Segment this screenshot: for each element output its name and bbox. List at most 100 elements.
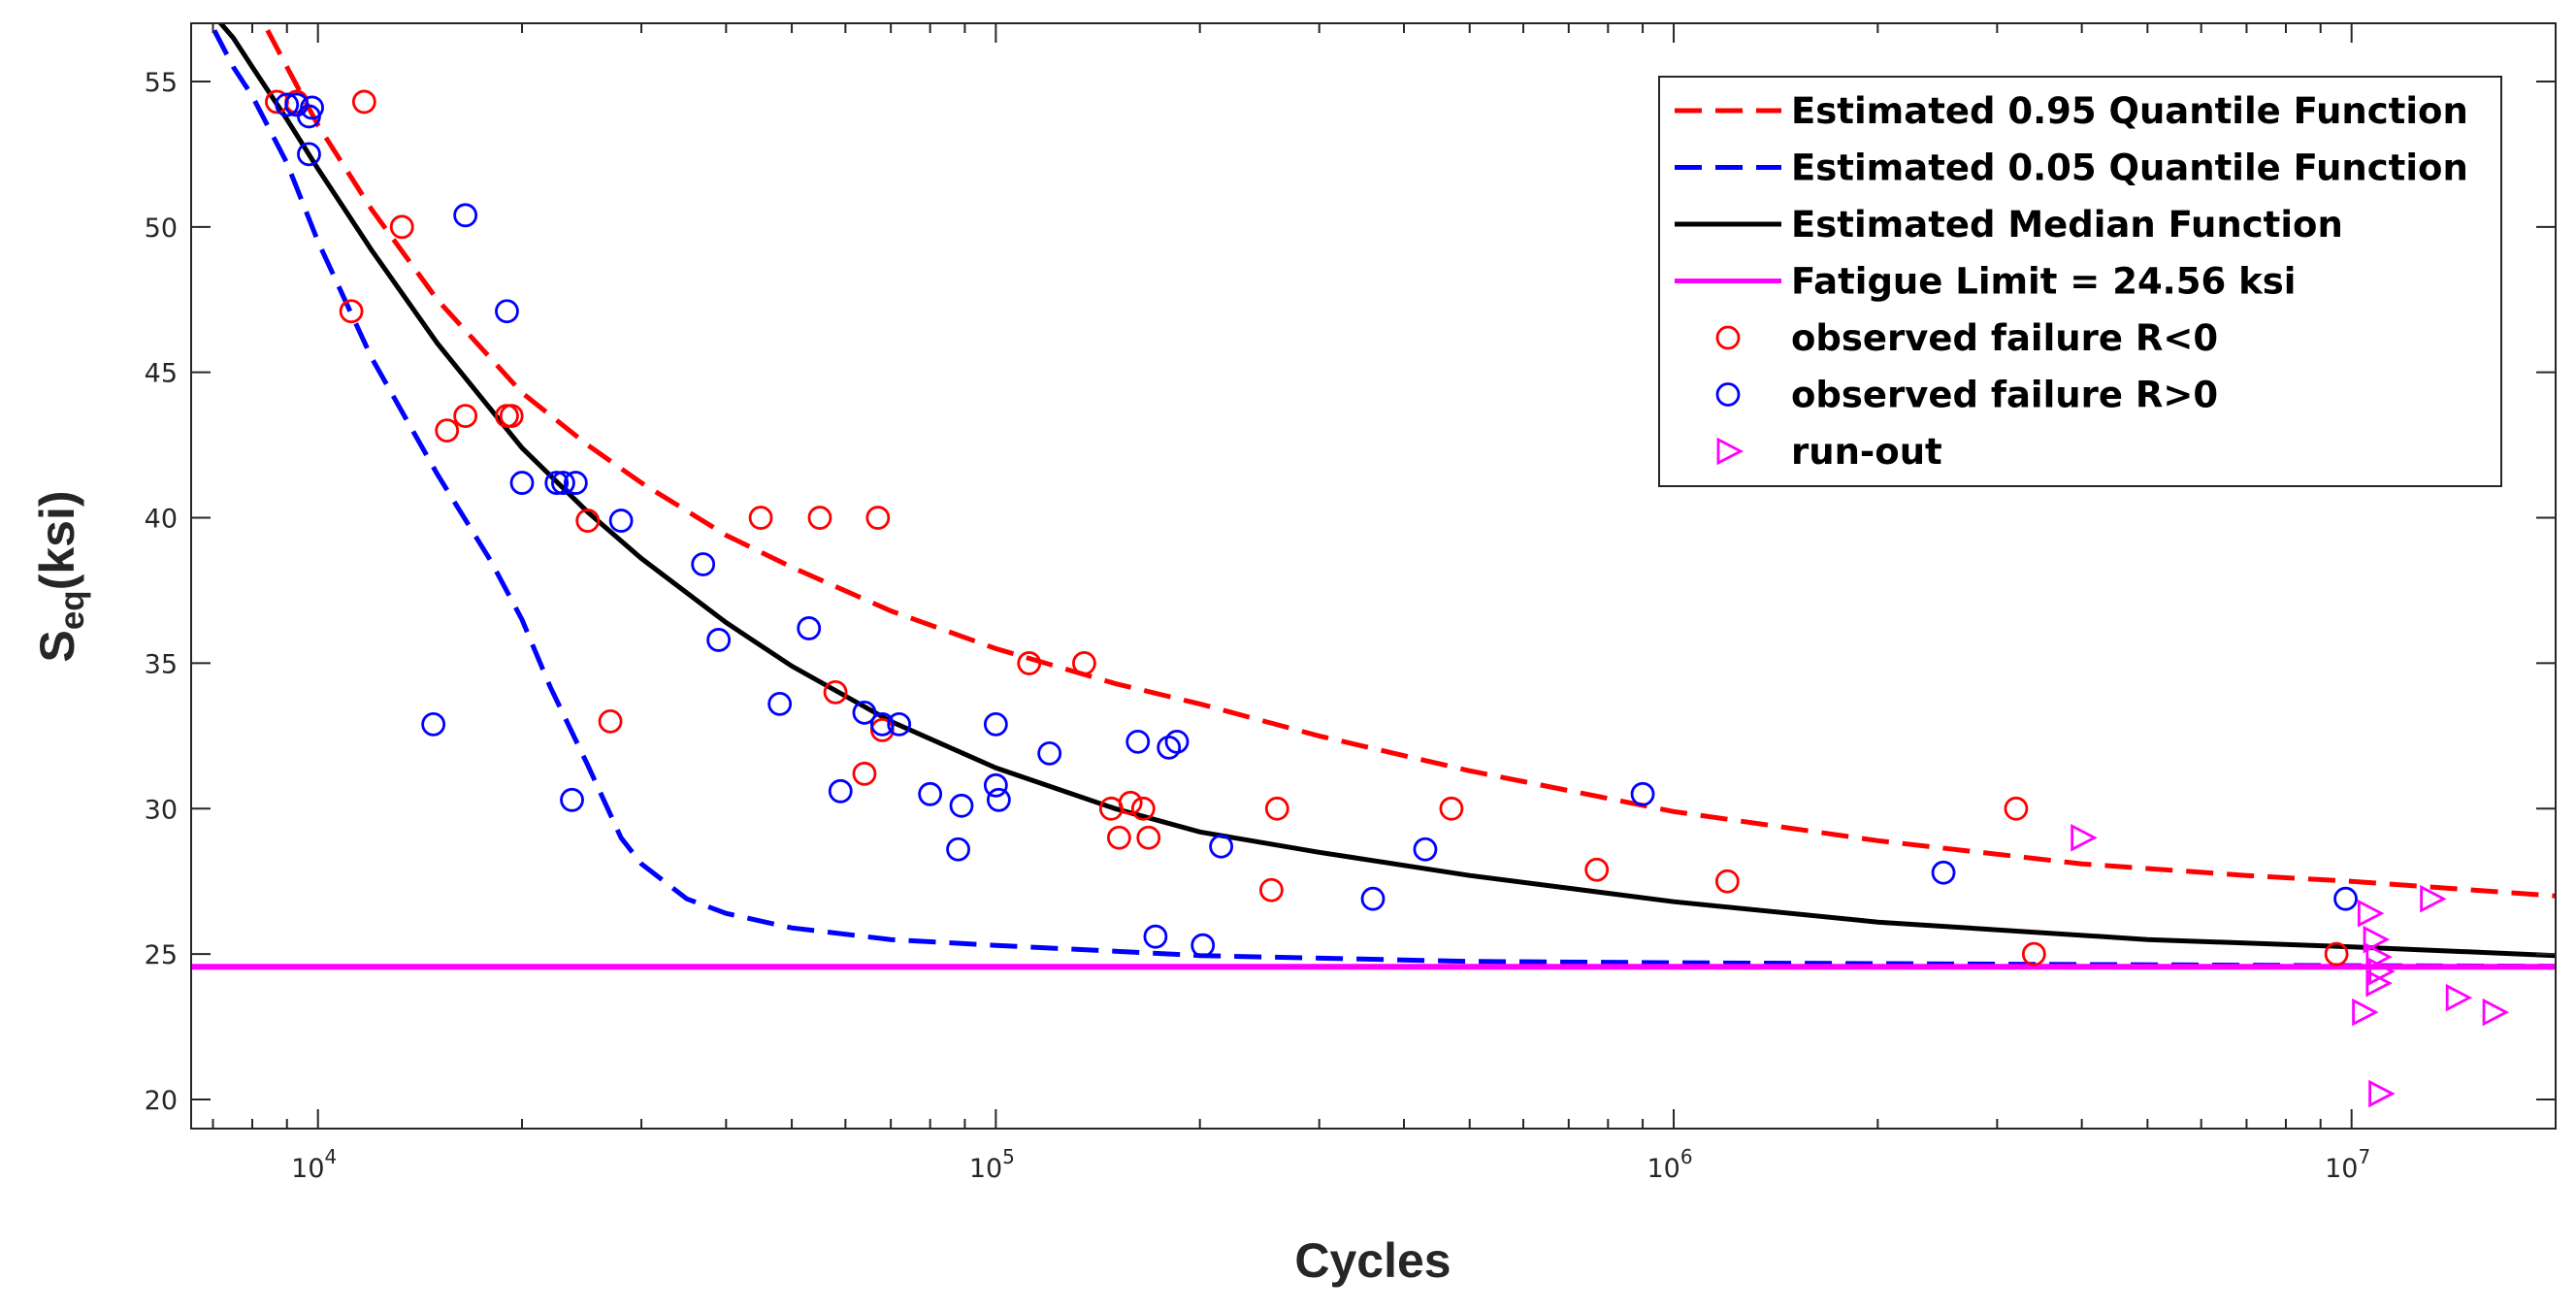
- x-tick-label-1e7: 107: [2325, 1145, 2370, 1184]
- data-point: [495, 299, 519, 324]
- series-line-0: [261, 23, 2556, 899]
- x-tick-label-1e4: 104: [291, 1145, 337, 1184]
- x-tick-exp: 7: [2358, 1145, 2370, 1168]
- x-tick-base: 10: [1647, 1154, 1679, 1184]
- runout-point: [2368, 1079, 2396, 1108]
- runout-point: [2365, 968, 2393, 998]
- runout-point: [2445, 983, 2473, 1012]
- legend-label: observed failure R<0: [1791, 317, 2218, 359]
- legend-triangle: [1716, 437, 1745, 466]
- runout-point: [2352, 998, 2379, 1027]
- y-axis-title: Seq(ksi): [30, 490, 91, 662]
- y-tick-label-30: 30: [145, 795, 178, 825]
- data-point: [887, 711, 912, 737]
- plot-frame: [190, 22, 2557, 1130]
- y-axis-title-sub: eq: [53, 590, 91, 630]
- legend-entry-0: Estimated 0.95 Quantile Function: [1675, 90, 2468, 132]
- data-point: [1072, 651, 1096, 675]
- y-tick-label-35: 35: [145, 649, 178, 679]
- data-point: [297, 142, 321, 167]
- data-point: [807, 506, 832, 530]
- legend-circle: [1715, 382, 1741, 407]
- legend-box: [1658, 76, 2502, 487]
- data-point: [2004, 796, 2029, 821]
- data-point: [1107, 825, 1131, 850]
- data-point: [544, 471, 570, 495]
- legend-label: Estimated 0.05 Quantile Function: [1791, 148, 2468, 189]
- x-tick-base: 10: [969, 1154, 1002, 1184]
- data-point: [598, 708, 623, 734]
- data-point: [2333, 886, 2358, 911]
- legend-label: Fatigue Limit = 24.56 ksi: [1791, 261, 2296, 303]
- y-tick-label-55: 55: [145, 68, 178, 98]
- data-point: [1017, 651, 1042, 675]
- series-5: [275, 92, 2358, 958]
- data-point: [435, 418, 460, 443]
- y-axis-title-rest: (ksi): [30, 490, 84, 590]
- data-point: [1125, 729, 1151, 754]
- data-point: [1360, 886, 1386, 911]
- data-point: [563, 471, 588, 495]
- data-point: [275, 92, 300, 117]
- data-point: [767, 691, 793, 716]
- data-point: [852, 761, 877, 786]
- data-point: [946, 836, 970, 862]
- x-tick-label-1e6: 106: [1647, 1145, 1692, 1184]
- series-line-2: [217, 23, 2556, 959]
- legend-label: Estimated 0.95 Quantile Function: [1791, 90, 2468, 132]
- runout-point: [2482, 998, 2510, 1027]
- data-point: [748, 506, 773, 530]
- runout-point: [2420, 884, 2447, 913]
- data-point: [797, 616, 822, 640]
- data-point: [1584, 857, 1610, 882]
- y-tick-label-40: 40: [145, 505, 178, 535]
- legend-label: observed failure R>0: [1791, 375, 2218, 416]
- data-point: [1143, 924, 1168, 949]
- data-point: [339, 299, 364, 324]
- data-point: [1264, 796, 1289, 821]
- x-axis-title: Cycles: [1294, 1233, 1451, 1288]
- x-tick-exp: 6: [1680, 1145, 1693, 1168]
- x-tick-base: 10: [2325, 1154, 2358, 1184]
- data-point: [608, 508, 634, 533]
- series-1: [208, 23, 2556, 969]
- data-point: [1413, 836, 1438, 862]
- data-point: [852, 700, 877, 725]
- data-point: [551, 471, 575, 495]
- data-point: [949, 793, 974, 818]
- data-point: [300, 95, 324, 120]
- data-point: [453, 203, 478, 228]
- data-point: [1714, 869, 1740, 894]
- data-point: [706, 628, 732, 652]
- data-point: [351, 89, 376, 115]
- legend: Estimated 0.95 Quantile Function Estimate…: [1658, 76, 2502, 487]
- data-point: [823, 679, 848, 705]
- data-point: [389, 214, 414, 240]
- y-tick-label-25: 25: [145, 940, 178, 970]
- runout-point: [2357, 899, 2385, 928]
- data-point: [575, 508, 601, 533]
- data-layer: [191, 23, 2556, 1108]
- x-tick-label-1e5: 105: [969, 1145, 1015, 1184]
- runout-point: [2071, 823, 2098, 852]
- data-point: [1931, 860, 1956, 885]
- data-point: [2021, 941, 2046, 967]
- data-point: [828, 778, 853, 804]
- y-tick-label-50: 50: [145, 213, 178, 244]
- x-tick-base: 10: [291, 1154, 324, 1184]
- legend-label: run-out: [1791, 431, 1942, 473]
- legend-label: Estimated Median Function: [1791, 204, 2343, 246]
- legend-circle: [1715, 325, 1741, 350]
- y-tick-label-45: 45: [145, 359, 178, 389]
- legend-entry-5: observed failure R>0: [1715, 375, 2218, 416]
- data-point: [865, 506, 891, 530]
- data-point: [560, 787, 584, 812]
- data-point: [1258, 877, 1284, 902]
- data-point: [495, 404, 519, 429]
- data-point: [1630, 781, 1655, 806]
- series-4: [265, 89, 2349, 967]
- data-point: [453, 404, 478, 429]
- data-point: [1209, 834, 1234, 859]
